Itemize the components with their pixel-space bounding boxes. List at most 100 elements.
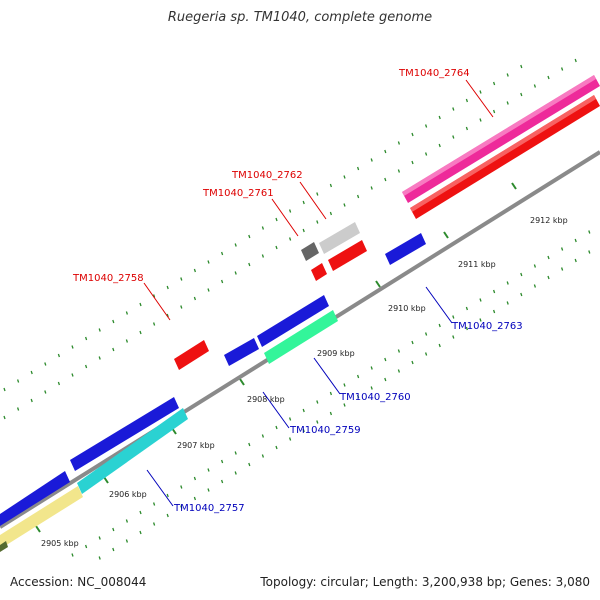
tick-label: 2912 kbp: [530, 216, 568, 225]
major-tick-2908: [239, 378, 245, 386]
minor-tick: [220, 479, 224, 484]
minor-tick: [275, 245, 278, 250]
minor-tick: [343, 175, 346, 179]
minor-tick: [71, 373, 74, 377]
minor-tick: [384, 357, 387, 362]
minor-tick: [492, 109, 496, 114]
minor-tick: [588, 230, 591, 234]
minor-tick: [370, 158, 373, 162]
minor-tick: [356, 374, 360, 379]
tick-label: 2910 kbp: [388, 304, 426, 313]
minor-tick: [411, 340, 414, 345]
minor-tick: [302, 428, 305, 433]
minor-tick: [234, 243, 237, 247]
minor-tick: [207, 260, 210, 264]
minor-tick: [520, 92, 523, 97]
minor-tick: [112, 319, 115, 324]
minor-tick: [84, 336, 88, 341]
minor-tick: [139, 530, 142, 535]
minor-tick: [438, 343, 441, 348]
minor-tick: [329, 391, 333, 396]
minor-tick: [3, 387, 6, 392]
major-tick-2912: [511, 182, 517, 190]
minor-tick: [261, 226, 265, 230]
tick-label: 2908 kbp: [247, 395, 285, 404]
minor-tick: [71, 553, 74, 557]
minor-tick: [261, 434, 265, 438]
minor-tick: [356, 166, 360, 171]
minor-tick: [316, 192, 319, 196]
gene-bar-red-small: [311, 263, 327, 281]
gene-bar-2764-pink: [402, 75, 600, 203]
minor-tick: [261, 454, 265, 458]
minor-tick: [220, 279, 224, 284]
minor-tick: [275, 217, 278, 222]
minor-tick: [533, 284, 537, 288]
minor-tick: [316, 220, 319, 224]
minor-tick: [397, 349, 401, 353]
minor-tick: [98, 356, 101, 360]
minor-tick: [560, 267, 564, 271]
gene-label-2760: TM1040_2760: [339, 392, 411, 403]
gene-label-2763: TM1040_2763: [451, 321, 523, 332]
minor-tick: [220, 251, 224, 256]
leader-2764: [465, 79, 494, 118]
minor-tick: [193, 268, 197, 273]
gene-bar-blue-left: [0, 471, 70, 526]
minor-tick: [506, 301, 509, 305]
minor-tick: [370, 386, 373, 390]
minor-tick: [506, 73, 509, 77]
minor-tick: [248, 442, 251, 447]
minor-tick: [180, 505, 183, 509]
minor-tick: [397, 169, 401, 173]
gene-bar-2763-blue: [385, 233, 426, 265]
minor-tick: [152, 502, 156, 506]
minor-tick: [152, 322, 156, 326]
minor-tick: [492, 309, 496, 314]
minor-tick: [112, 347, 115, 352]
gene-bar-2764-pink-top: [402, 75, 596, 196]
minor-tick: [574, 58, 577, 63]
minor-tick: [574, 238, 577, 243]
minor-tick: [424, 352, 428, 356]
gene-label-2757: TM1040_2757: [173, 503, 245, 514]
minor-tick: [139, 302, 142, 307]
minor-tick: [220, 459, 224, 464]
gene-bar-red-mid: [328, 240, 367, 271]
minor-tick: [98, 556, 101, 560]
minor-tick: [234, 451, 237, 455]
minor-tick: [479, 118, 482, 122]
minor-tick: [125, 339, 129, 343]
minor-tick: [84, 364, 88, 369]
minor-tick: [166, 285, 169, 290]
minor-tick: [465, 126, 469, 131]
minor-tick: [261, 254, 265, 258]
minor-tick: [492, 289, 496, 294]
minor-tick: [384, 149, 387, 154]
minor-tick: [411, 160, 414, 165]
minor-tick: [316, 420, 319, 424]
leader-2758: [143, 282, 171, 321]
minor-tick: [180, 277, 183, 281]
minor-tick: [207, 288, 210, 292]
minor-tick: [125, 519, 129, 523]
tick-labels: 2905 kbp 2906 kbp 2907 kbp 2908 kbp 2909…: [41, 216, 568, 548]
minor-tick: [302, 200, 305, 205]
minor-tick: [574, 258, 577, 263]
minor-tick: [329, 411, 333, 416]
minor-tick: [343, 403, 346, 407]
figure-title: Ruegeria sp. TM1040, complete genome: [167, 10, 433, 25]
minor-tick: [288, 437, 292, 441]
minor-tick: [16, 407, 20, 411]
minor-tick: [275, 425, 278, 430]
major-tick-2911: [443, 231, 449, 239]
minor-tick: [3, 415, 6, 420]
tick-label: 2906 kbp: [109, 490, 147, 499]
minor-tick: [193, 496, 197, 501]
gene-bar-red-long: [410, 95, 600, 219]
minor-tick-dots: [3, 58, 591, 560]
minor-tick: [479, 298, 482, 302]
gene-bar-2757-cyan: [77, 408, 188, 494]
minor-tick: [57, 353, 61, 358]
minor-tick: [248, 462, 251, 467]
